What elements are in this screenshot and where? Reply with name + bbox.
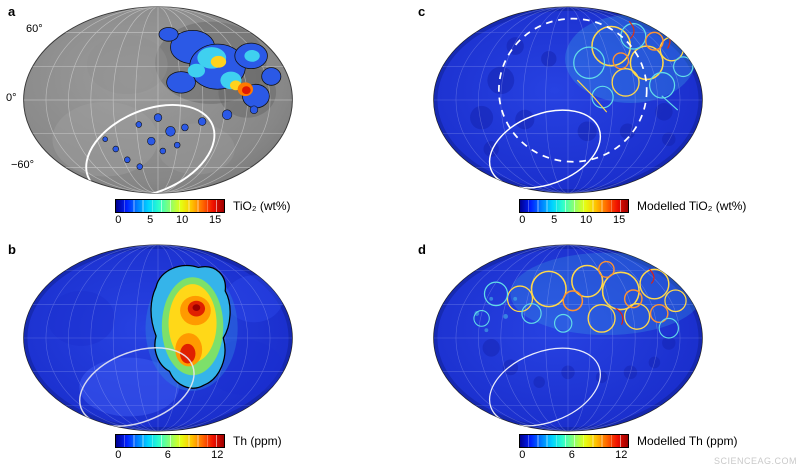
colorbar-gradient-a (115, 199, 225, 213)
high-th-wash (510, 252, 703, 336)
tick-label: 0 (519, 214, 526, 226)
lat-label-0: 0° (6, 92, 17, 104)
tick-label: 5 (551, 214, 558, 226)
colorbar-title-a: TiO₂ (wt%) (233, 199, 291, 213)
graticule (433, 244, 703, 432)
colorbar-ticks-d: 0 6 12 (519, 450, 629, 462)
tick-label: 12 (211, 449, 224, 461)
panel-label-c: c (418, 4, 426, 19)
th-contour-outline (150, 264, 231, 389)
tick-label: 0 (115, 214, 122, 226)
graticule (23, 6, 293, 194)
basin-outline-ellipse (488, 347, 601, 427)
th-lineament-network (473, 260, 687, 339)
mollweide-map-observed-th (23, 244, 293, 432)
colorbar-ticks-a: 0 5 10 15 (115, 215, 225, 227)
tick-label: 0 (519, 449, 526, 461)
tick-label: 15 (208, 214, 222, 226)
tick-label: 10 (579, 214, 593, 226)
colorbar-title-b: Th (ppm) (233, 434, 282, 448)
colorbar-ticks-b: 0 6 12 (115, 450, 225, 462)
colorbar-a: 0 5 10 15 TiO₂ (wt%) (115, 199, 291, 227)
basin-outline-ellipse (78, 347, 195, 427)
tick-label: 6 (164, 449, 171, 461)
basin-texture (482, 336, 676, 388)
colorbar-title-d: Modelled Th (ppm) (637, 434, 738, 448)
tick-label: 6 (568, 449, 575, 461)
panel-label-d: d (418, 242, 426, 257)
tick-label: 0 (115, 449, 122, 461)
colorbar-b: 0 6 12 Th (ppm) (115, 434, 282, 462)
tio2-patches (102, 27, 282, 170)
tick-label: 15 (612, 214, 626, 226)
watermark: SCIENCEAG.COM (713, 456, 797, 466)
panel-label-b: b (8, 242, 16, 257)
mollweide-map-modelled-th (433, 244, 703, 432)
colorbar-gradient-d (519, 434, 629, 448)
panel-label-a: a (8, 4, 16, 19)
tick-label: 5 (147, 214, 154, 226)
th-anomaly (151, 265, 231, 389)
speckle-texture (474, 296, 518, 333)
th-background-texture (47, 275, 283, 417)
mollweide-map-modelled-tio2 (433, 6, 703, 194)
basin-outline-ellipse (488, 109, 602, 189)
tick-label: 12 (615, 449, 628, 461)
dashed-circle-outline (498, 17, 648, 163)
colorbar-c: 0 5 10 15 Modelled TiO₂ (wt%) (519, 199, 746, 227)
lat-label-60s: −60° (11, 159, 35, 171)
colorbar-ticks-c: 0 5 10 15 (519, 215, 629, 227)
colorbar-title-c: Modelled TiO₂ (wt%) (637, 199, 747, 213)
mollweide-map-observed-tio2 (23, 6, 293, 194)
basin-texture (470, 37, 676, 157)
colorbar-d: 0 6 12 Modelled Th (ppm) (519, 434, 738, 462)
basin-outline-ellipse (85, 103, 216, 194)
colorbar-gradient-b (115, 434, 225, 448)
lat-label-60n: 60° (26, 23, 43, 35)
colorbar-gradient-c (519, 199, 629, 213)
tick-label: 10 (175, 214, 189, 226)
